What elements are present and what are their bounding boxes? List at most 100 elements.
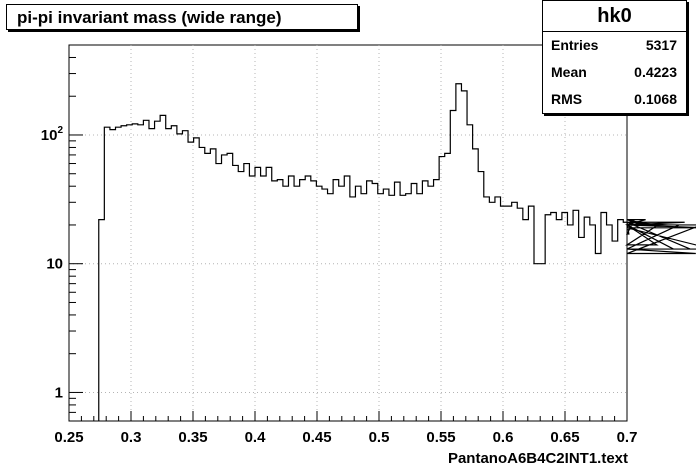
histogram-bin [294,186,300,421]
histogram-bin [517,208,523,421]
histogram-bin [607,225,613,421]
histogram-bin [121,126,127,421]
histogram-bin [623,222,627,421]
histogram-bin [478,172,484,421]
stats-label: Mean [551,64,587,80]
histogram-bin [601,212,607,421]
histogram-bin [233,165,239,421]
histogram-bin [383,189,389,421]
histogram-bin [238,172,244,421]
histogram-bin [344,176,350,421]
x-tick-label: 0.5 [369,429,390,446]
histogram-bin [244,164,250,421]
statistics-box: hk0 Entries 5317 Mean 0.4223 RMS 0.1068 [542,0,687,114]
histogram-bin [590,225,596,421]
stats-row-entries: Entries 5317 [543,32,686,59]
histogram-bin [155,121,161,421]
histogram-bin [584,217,590,421]
histogram-bin [127,125,133,421]
stats-value: 0.1068 [634,91,677,107]
histogram-bin [422,181,428,421]
histogram-bin [300,180,306,421]
stats-label: Entries [551,37,599,53]
histogram-bin [322,189,328,421]
histogram-bin [534,264,540,421]
histogram-bin [618,220,624,421]
histogram-bin [506,206,512,421]
histogram-bin [350,197,356,421]
x-tick-label: 0.35 [178,429,207,446]
x-tick-label: 0.7 [617,429,638,446]
histogram-bin [166,129,172,421]
plot-title: pi-pi invariant mass (wide range) [6,4,358,30]
histogram-bin [395,182,401,421]
stats-row-rms: RMS 0.1068 [543,86,686,113]
x-tick-label: 0.45 [302,429,331,446]
histogram-bin [512,202,518,421]
histogram-bin [612,241,618,421]
histogram-bin [551,212,557,421]
x-tick-label: 0.4 [245,429,267,446]
histogram-bin [540,264,546,421]
histogram-bin [160,115,166,421]
histogram-bin [283,186,289,421]
histogram-bin [445,153,451,421]
histogram-bin [489,202,495,421]
histogram-bin [255,167,261,421]
histogram-bin [367,181,373,421]
histogram-bin [567,225,573,421]
histogram-bin [288,176,294,421]
histogram-bin [545,215,551,421]
stats-row-mean: Mean 0.4223 [543,59,686,86]
histogram-bin [328,194,334,421]
histogram-bin [227,153,233,421]
histogram-bin [501,206,507,421]
histogram-name: hk0 [543,1,686,32]
histogram-bin [110,130,116,421]
histogram-bin [116,127,122,421]
x-tick-label: 0.3 [121,429,142,446]
histogram-bin [199,147,205,421]
histogram-bin [417,194,423,421]
histogram-bin [573,210,579,421]
histogram-bin [261,176,267,421]
histogram-bin [104,127,110,421]
y-tick-label: 102 [41,125,64,144]
grid-lines [69,45,627,421]
histogram-bin [595,254,601,421]
y-tick-label: 10 [46,256,63,273]
histogram-bin [316,186,322,421]
histogram-bin [266,167,272,421]
histogram-bin [406,194,412,421]
axes: 0.25 0.3 0.35 0.4 0.45 0.5 0.55 0.6 0.65 0.7 1 10 10… [41,44,638,446]
histogram-bin [562,212,568,421]
x-tick-label: 0.6 [493,429,514,446]
x-tick-label: 0.65 [550,429,579,446]
histogram-bin [579,237,585,421]
histogram-bin [216,164,222,421]
histogram-bin [210,149,216,421]
histogram-bin [389,195,395,421]
histogram-bin [473,149,479,421]
x-axis-label: PantanoA6B4C2INT1.text [447,450,628,467]
histogram-bin [556,220,562,421]
histogram-bin [149,129,155,421]
histogram-bin [182,131,188,421]
histogram-bin [528,206,534,421]
histogram-bin [249,176,255,421]
histogram-bin [495,197,501,421]
histogram-bin [188,142,194,421]
histogram-bin [411,183,417,421]
stats-value: 0.4223 [634,64,677,80]
histogram-bin [132,124,138,421]
histogram-bin [311,181,317,421]
histogram-bin [467,125,473,421]
histogram-bin [461,91,467,421]
histogram-bin [272,181,278,421]
histogram-bin [361,194,367,421]
histogram-bin [339,186,345,421]
histogram-bin [355,186,361,421]
histogram-bin [333,180,339,421]
histogram-bin [439,157,445,421]
